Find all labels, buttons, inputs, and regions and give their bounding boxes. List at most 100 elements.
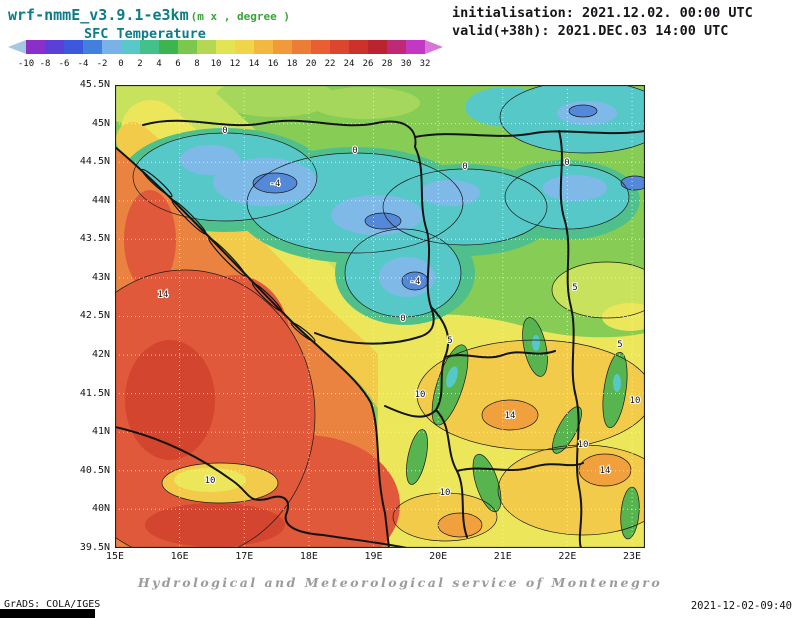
y-axis-tick-label: 45.5N xyxy=(79,79,110,90)
x-axis-tick-label: 22E xyxy=(558,551,577,562)
model-title-text: wrf-nmmE_v3.9.1-e3km xyxy=(8,6,189,24)
temperature-contours xyxy=(115,85,645,548)
colorbar-segment xyxy=(254,40,273,54)
initialisation-time: initialisation: 2021.12.02. 00:00 UTC xyxy=(452,5,753,21)
y-axis-tick-label: 43.5N xyxy=(79,233,110,245)
x-axis-tick-label: 19E xyxy=(364,551,383,562)
coastlines-and-borders xyxy=(115,119,645,548)
colorbar-tick-label: 8 xyxy=(194,59,199,69)
colorbar-tick-label: -8 xyxy=(40,59,51,69)
colorbar-segment xyxy=(159,40,178,54)
colorbar-tick-label: -6 xyxy=(59,59,70,69)
y-axis-tick-label: 41N xyxy=(91,426,110,438)
country-border xyxy=(384,306,450,418)
colorbar-tick-label: -4 xyxy=(78,59,89,69)
colorbar-segment xyxy=(330,40,349,54)
y-axis-tick-label: 44.5N xyxy=(79,156,110,168)
colorbar-segment xyxy=(83,40,102,54)
colorbar-tick-label: 0 xyxy=(118,59,123,69)
x-axis-tick-label: 15E xyxy=(105,551,125,562)
colorbar-segment xyxy=(102,40,121,54)
adriatic-island xyxy=(141,168,173,198)
y-axis-tick-label: 42.5N xyxy=(79,310,110,322)
model-title: wrf-nmmE_v3.9.1-e3km (m x , degree ) xyxy=(8,6,290,24)
colorbar-tick-label: 6 xyxy=(175,59,180,69)
colorbar-segment xyxy=(235,40,254,54)
temperature-colorbar: -10 -8 -6 -4 -2 0 2 4 6 8 10 12 14 16 18 20 22 24 26 28 30 32 xyxy=(8,40,443,69)
contour-label: 0 xyxy=(564,158,569,168)
temperature-map: 0 0 0 0 0 -4 -4 5 5 5 10 10 10 10 10 14 … xyxy=(115,85,645,548)
colorbar-tick-label: 22 xyxy=(325,59,336,69)
x-axis-tick-label: 23E xyxy=(623,551,642,562)
colorbar-segment xyxy=(311,40,330,54)
colorbar-tick-label: 14 xyxy=(249,59,260,69)
contour-label: 0 xyxy=(222,126,227,136)
colorbar-segment xyxy=(387,40,406,54)
southeast-region xyxy=(377,314,645,548)
y-axis-tick-label: 39.5N xyxy=(79,541,110,553)
colorbar-segment xyxy=(45,40,64,54)
colorbar-segment xyxy=(406,40,425,54)
colorbar-tick-label: 32 xyxy=(420,59,431,69)
colorbar-tick-label: -2 xyxy=(97,59,108,69)
adriatic-island xyxy=(208,237,246,277)
y-axis-tick-label: 40.5N xyxy=(79,464,110,476)
contour-label: -4 xyxy=(410,277,421,287)
service-credit: Hydrological and Meteorological service … xyxy=(137,575,663,590)
y-axis-tick-label: 45N xyxy=(91,117,110,129)
colorbar-segment xyxy=(368,40,387,54)
bottom-left-black-bar xyxy=(0,609,95,618)
colorbar-segment xyxy=(273,40,292,54)
colorbar-segment xyxy=(349,40,368,54)
colorbar-segment xyxy=(64,40,83,54)
generation-timestamp: 2021-12-02-09:40 xyxy=(690,600,792,612)
x-axis-tick-label: 18E xyxy=(299,551,318,562)
contour-label: 10 xyxy=(440,488,451,498)
contour-label: 14 xyxy=(505,411,516,421)
contour-label: 0 xyxy=(352,146,357,156)
adriatic-island xyxy=(290,321,316,343)
contour-label: 14 xyxy=(158,290,169,300)
colorbar-segment xyxy=(121,40,140,54)
y-axis-tick-label: 43N xyxy=(91,271,110,283)
country-border xyxy=(444,350,556,359)
contour-label: 0 xyxy=(400,314,405,324)
colorbar-segment xyxy=(216,40,235,54)
contour-label: 10 xyxy=(630,396,641,406)
contour-label: 10 xyxy=(205,476,216,486)
contour-label: 10 xyxy=(415,390,426,400)
colorbar-tick-label: 20 xyxy=(306,59,317,69)
contour-value-labels: 0 0 0 0 0 -4 -4 5 5 5 10 10 10 10 10 14 … xyxy=(157,125,642,499)
contour-label: 5 xyxy=(617,340,622,350)
y-axis-tick-label: 42N xyxy=(91,349,110,361)
contour-label: 0 xyxy=(462,162,467,172)
x-axis-tick-label: 21E xyxy=(493,551,512,562)
country-border xyxy=(142,119,435,345)
map-frame xyxy=(115,85,645,548)
y-axis-tick-label: 40N xyxy=(91,503,110,515)
italian-coastline xyxy=(115,426,408,548)
colorbar-tick-label: 24 xyxy=(344,59,355,69)
adriatic-island xyxy=(171,199,207,235)
colorbar-tick-label: 30 xyxy=(401,59,412,69)
contour-label: 10 xyxy=(578,440,589,450)
x-axis-tick-label: 16E xyxy=(170,551,189,562)
balkan-coastline xyxy=(115,146,390,548)
country-border xyxy=(414,130,645,138)
colorbar-tick-label: 26 xyxy=(363,59,374,69)
country-border xyxy=(558,130,583,548)
contour-label: 14 xyxy=(600,466,611,476)
colorbar-tick-label: 18 xyxy=(287,59,298,69)
colorbar-segment xyxy=(26,40,45,54)
colorbar-right-arrow xyxy=(425,40,443,54)
contour-label: 5 xyxy=(447,336,452,346)
colorbar-segment xyxy=(197,40,216,54)
y-axis-tick-label: 41.5N xyxy=(79,387,110,399)
colorbar-tick-label: 28 xyxy=(382,59,393,69)
y-axis-tick-label: 44N xyxy=(91,194,110,206)
colorbar-tick-label: 4 xyxy=(156,59,161,69)
colorbar-tick-label: -10 xyxy=(18,59,34,69)
units-note: (m x , degree ) xyxy=(190,10,290,23)
colorbar-tick-label: 2 xyxy=(137,59,142,69)
